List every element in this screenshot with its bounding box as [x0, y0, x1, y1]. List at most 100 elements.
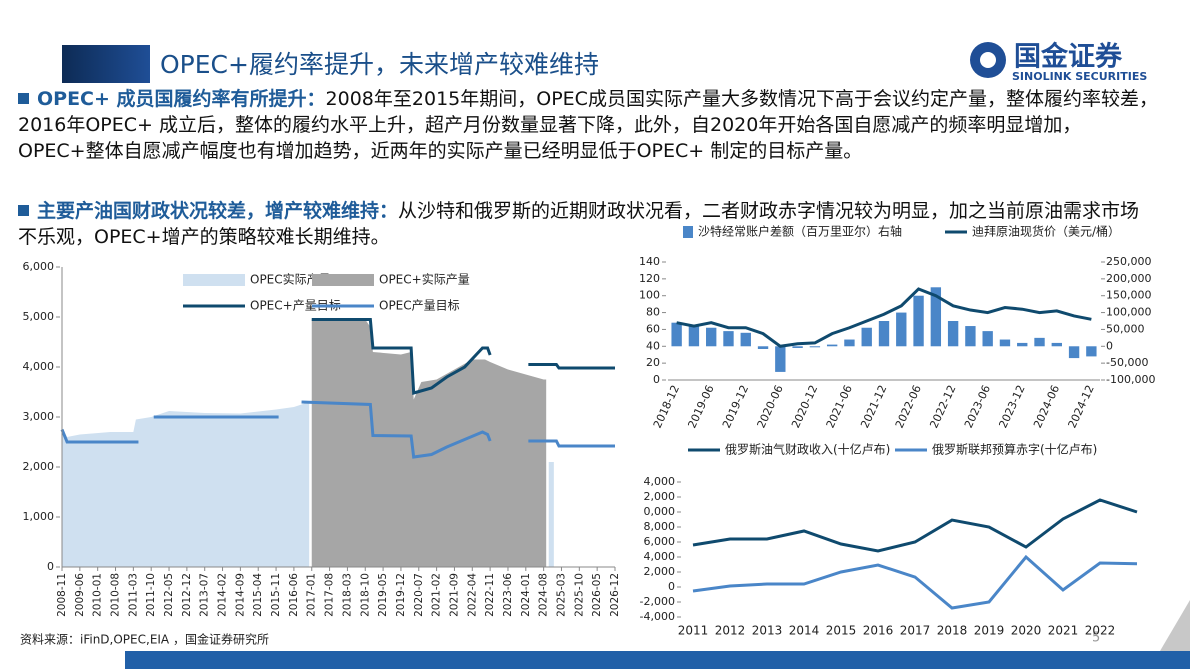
y-tick-label: -4,000	[640, 610, 675, 623]
x-tick-label: 2018	[937, 624, 968, 638]
x-tick-label: 2018-10	[359, 573, 371, 617]
x-tick-label: 2012	[715, 624, 746, 638]
x-tick-label: 2013	[752, 624, 783, 638]
x-tick-label: 2020-06	[755, 383, 786, 430]
x-tick-label: 2021-09	[448, 573, 460, 617]
bar	[896, 312, 907, 347]
x-tick-label: 2017-01	[306, 573, 318, 617]
legend-label: 沙特经常账户差额（百万里亚尔）右轴	[698, 224, 902, 239]
footer-bar	[125, 651, 1190, 669]
x-tick-label: 2022-12	[927, 383, 958, 430]
legend-label: OPEC+产量目标	[250, 299, 341, 313]
x-tick-label: 2011-10	[145, 573, 157, 617]
y-tick-label: 140	[639, 255, 660, 268]
x-tick-label: 2024-01	[520, 573, 532, 617]
logo-icon	[980, 52, 996, 68]
x-tick-label: 2013-07	[199, 573, 211, 617]
title: OPEC+履约率提升，未来增产较难维持	[160, 50, 599, 79]
bar	[965, 326, 976, 347]
bar	[930, 287, 942, 347]
x-tick-label: 2021-02	[431, 573, 443, 617]
x-tick-label: 2010-08	[110, 573, 122, 617]
legend-label: 迪拜原油现货价（美元/桶）	[972, 224, 1120, 239]
legend-label: OPEC实际产量	[250, 272, 331, 287]
bar	[861, 327, 872, 347]
x-tick-label: 2014	[789, 624, 820, 638]
bar	[1017, 342, 1028, 347]
y-tick-label: 3,000	[23, 410, 55, 423]
area	[62, 402, 554, 567]
y-tick-label: 4,000	[644, 550, 676, 563]
x-tick-label: 2011	[678, 624, 709, 638]
line	[692, 498, 1138, 553]
y-tick-label: 150,000	[1106, 289, 1152, 302]
x-tick-label: 2024-12	[1066, 383, 1097, 430]
x-tick-label: 2026-05	[591, 573, 603, 617]
y-tick-label: 80	[646, 306, 660, 319]
bar	[688, 326, 700, 347]
x-tick-label: 2019	[974, 624, 1005, 638]
x-tick-label: 2020-07	[413, 573, 425, 617]
x-tick-label: 2008-11	[56, 573, 68, 617]
x-tick-label: 2016-06	[288, 573, 300, 617]
legend-label: OPEC+实际产量	[379, 272, 470, 287]
bar	[775, 346, 786, 372]
legend-swatch	[312, 274, 374, 286]
y-tick-label: 50,000	[1106, 322, 1145, 335]
x-tick-label: 2019-12	[720, 383, 751, 430]
bullet-text: 从沙特和俄罗斯的近期财政状况看，二者财政赤字情况较为明显，加之当前原油需求市场不…	[18, 200, 1140, 248]
y-tick-label: 2,000	[644, 565, 676, 578]
bar	[723, 331, 734, 347]
x-tick-label: 2021-12	[858, 383, 889, 430]
x-tick-label: 2026-12	[609, 573, 621, 617]
x-tick-label: 2014-02	[217, 573, 229, 617]
legend-swatch	[683, 226, 693, 238]
y-tick-label: 20	[646, 356, 660, 369]
bullet-text: 2008年至2015年期间，OPEC成员国实际产量大多数情况下高于会议约定产量，…	[18, 88, 1158, 162]
x-tick-label: 2020-12	[789, 383, 820, 430]
bar	[706, 327, 717, 347]
y-tick-label: 0	[653, 373, 660, 386]
y-tick-label: 40	[646, 339, 660, 352]
y-tick-label: 250,000	[1106, 255, 1152, 268]
bar	[947, 321, 959, 347]
x-tick-label: 2018-03	[341, 573, 353, 617]
bar	[1051, 342, 1062, 347]
y-tick-label: 0	[47, 560, 54, 573]
y-tick-label: 4,000	[644, 475, 676, 488]
x-tick-label: 2018-12	[651, 383, 682, 430]
y-tick-label: 100,000	[1106, 306, 1152, 319]
bar	[1034, 337, 1045, 347]
x-tick-label: 2025-03	[555, 573, 567, 617]
y-tick-label: 0,000	[644, 505, 676, 518]
bar	[740, 332, 751, 347]
x-tick-label: 2015-11	[270, 573, 282, 617]
bar	[999, 339, 1011, 347]
x-tick-label: 2024-08	[538, 573, 550, 617]
y-tick-label: 2,000	[644, 490, 676, 503]
x-tick-label: 2021	[1048, 624, 1079, 638]
legend-label: 俄罗斯油气财政收入(十亿卢布)	[725, 442, 890, 457]
x-tick-label: 2021-06	[824, 383, 855, 430]
header-block	[62, 45, 150, 83]
bar	[826, 344, 838, 347]
bar	[671, 322, 682, 347]
y-tick-label: 0	[668, 580, 675, 593]
bullet: OPEC+ 成员国履约率有所提升：2008年至2015年期间，OPEC成员国实际…	[18, 86, 1158, 164]
bullet: 主要产油国财政状况较差，增产较难维持：从沙特和俄罗斯的近期财政状况看，二者财政赤…	[18, 198, 1158, 250]
bullet-lead: 主要产油国财政状况较差，增产较难维持：	[37, 200, 399, 222]
y-tick-label: -2,000	[640, 595, 675, 608]
y-tick-label: 6,000	[23, 260, 55, 273]
bar	[792, 346, 803, 348]
legend-label: OPEC产量目标	[379, 299, 460, 313]
x-tick-label: 2022	[1085, 624, 1116, 638]
x-tick-label: 2024-06	[1031, 383, 1062, 430]
x-tick-label: 2010-01	[92, 573, 104, 617]
x-tick-label: 2025-10	[573, 573, 585, 617]
x-tick-label: 2012-12	[181, 573, 193, 617]
bar	[844, 339, 855, 347]
x-tick-label: 2012-05	[163, 573, 175, 617]
bar	[1068, 346, 1080, 359]
y-tick-label: 100	[639, 289, 660, 302]
